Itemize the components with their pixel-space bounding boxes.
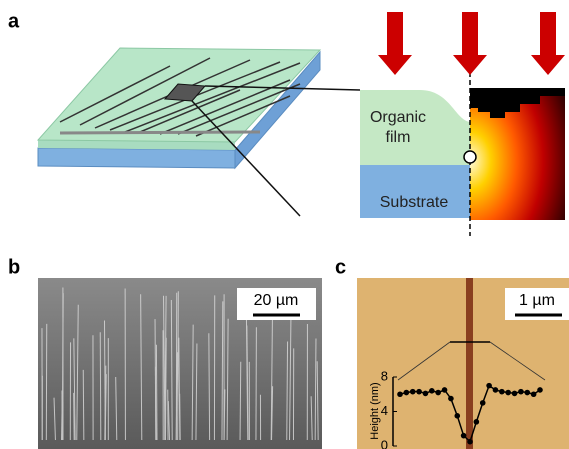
profile-point (454, 413, 460, 419)
profile-point (493, 387, 499, 393)
light-arrows (378, 12, 565, 75)
nanowire (165, 338, 166, 440)
film-section (360, 90, 470, 165)
nanowire (83, 370, 84, 440)
profile-point (505, 390, 511, 396)
scale-label: 20 µm (254, 292, 299, 309)
panel-label: b (8, 256, 20, 278)
panel-label: c (335, 256, 346, 278)
profile-point (467, 439, 473, 445)
profile-point (518, 389, 524, 395)
profile-point (435, 390, 441, 396)
profile-point (461, 433, 467, 439)
substrate-label: Substrate (380, 194, 449, 211)
profile-point (416, 389, 422, 395)
profile-point (410, 389, 416, 395)
profile-point (423, 391, 429, 397)
nanowire (156, 345, 157, 440)
profile-point (404, 390, 410, 396)
profile-point (429, 388, 435, 394)
profile-point (486, 383, 492, 389)
panel-label: a (8, 10, 20, 32)
profile-point (524, 390, 530, 396)
y-axis-label: Height (nm) (369, 382, 381, 439)
profile-point (448, 396, 454, 402)
y-tick-label: 4 (381, 403, 388, 418)
nanowire (178, 291, 179, 440)
slab-front (38, 148, 235, 168)
profile-point (397, 391, 403, 397)
profile-point (480, 400, 486, 406)
nanowire (180, 394, 181, 440)
profile-point (474, 419, 480, 425)
electrode (60, 132, 260, 133)
contact-point (464, 151, 476, 163)
profile-point (499, 389, 505, 395)
scale-label: 1 µm (519, 292, 555, 309)
profile-point (442, 387, 448, 393)
y-tick-label: 0 (381, 437, 388, 449)
figure: a Organicfilm Substrate b 20 µm c 1 µm H… (0, 0, 569, 449)
profile-point (537, 387, 543, 393)
nanowire (240, 362, 241, 440)
profile-point (512, 391, 518, 397)
nanowire (100, 332, 101, 440)
afm-groove (466, 278, 473, 449)
y-tick-label: 8 (381, 368, 388, 383)
profile-point (531, 391, 537, 397)
